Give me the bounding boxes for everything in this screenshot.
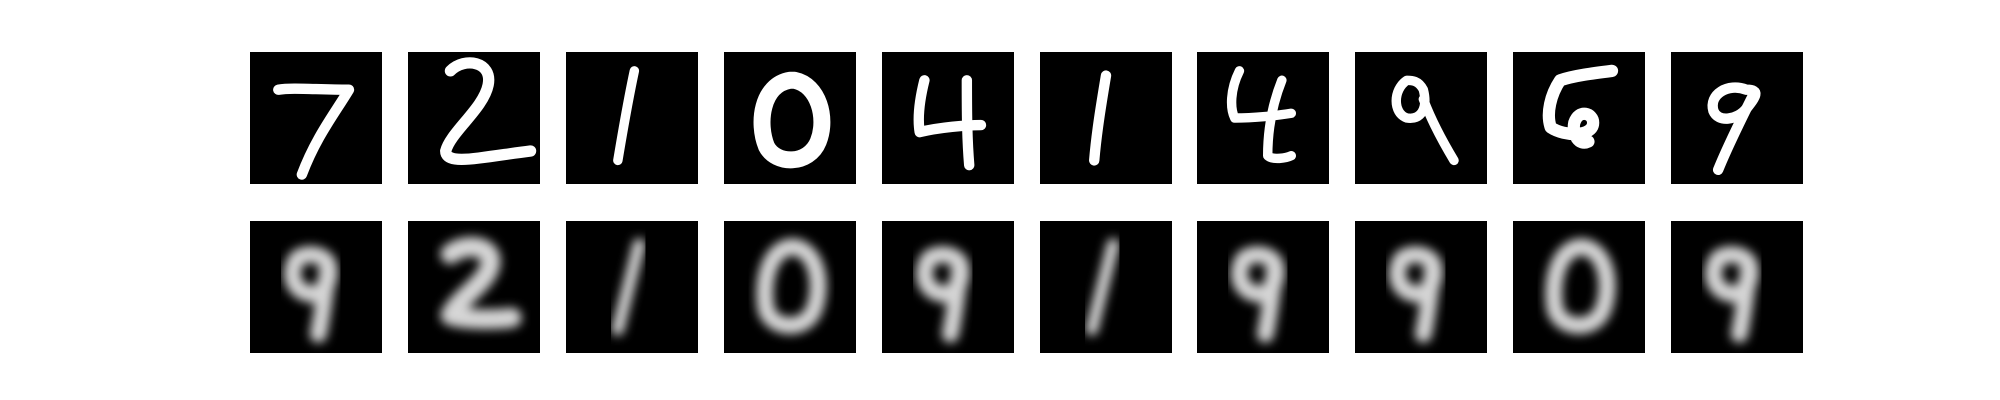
original-digit-7-tile [250, 52, 382, 184]
digit-9-stroke-2 [941, 259, 969, 343]
digit-9-stroke-2 [1730, 259, 1758, 343]
digit-1-image [613, 66, 640, 166]
reconstructed-digit-9-tile [882, 221, 1014, 353]
reconstructed-digit-0-tile [1513, 221, 1645, 353]
digit-2-image [440, 57, 537, 166]
digit-0-image [756, 238, 827, 334]
digit-7-image [273, 83, 355, 180]
digit-9-image [1389, 246, 1443, 343]
original-digit-5-tile [1513, 52, 1645, 184]
digit-4-stroke-2 [1263, 75, 1296, 164]
digit-2-stroke-1 [440, 236, 522, 330]
reconstructed-digit-9-tile [1355, 221, 1487, 353]
digit-9-stroke-2 [1712, 89, 1759, 176]
digit-9-stroke-2 [1418, 94, 1459, 166]
digit-1-stroke-1 [613, 66, 640, 166]
reconstructed-digit-9-tile [1197, 221, 1329, 353]
digit-5-image [1542, 64, 1619, 149]
reconstructed-digit-2-tile [408, 221, 540, 353]
digit-4-image [913, 75, 987, 171]
digit-9-image [1705, 246, 1759, 343]
digit-1-stroke-1 [1085, 238, 1120, 336]
digit-7-stroke-1 [273, 83, 355, 180]
original-digit-1-tile [1040, 52, 1172, 184]
original-digit-1-tile [566, 52, 698, 184]
digit-5-stroke-1 [1542, 64, 1619, 149]
digit-2-image [440, 236, 522, 330]
digit-9-image [284, 246, 338, 343]
digit-2-stroke-1 [440, 57, 537, 166]
original-digit-2-tile [408, 52, 540, 184]
digit-1-image [1089, 70, 1112, 166]
digit-4-stroke-2 [961, 75, 975, 171]
original-digit-4-tile [882, 52, 1014, 184]
digit-9-stroke-1 [1391, 75, 1430, 123]
reconstructed-digit-1-tile [566, 221, 698, 353]
digit-0-stroke-1 [756, 238, 827, 334]
reconstructed-digit-9-tile [1671, 221, 1803, 353]
reconstructed-digit-0-tile [724, 221, 856, 353]
digit-9-image [1231, 246, 1285, 343]
original-digit-9-tile [1671, 52, 1803, 184]
digit-9-image [916, 246, 970, 343]
digit-0-image [753, 71, 831, 169]
original-digit-4-tile [1197, 52, 1329, 184]
original-digit-9-tile [1355, 52, 1487, 184]
digit-4-stroke-1 [1226, 66, 1296, 123]
digit-9-stroke-2 [1414, 259, 1442, 343]
digit-4-image [1226, 66, 1296, 164]
digit-9-image [1391, 75, 1459, 166]
digit-0-image [1545, 238, 1616, 334]
original-digit-0-tile [724, 52, 856, 184]
digit-9-stroke-2 [1256, 259, 1284, 343]
digit-1-stroke-1 [1089, 70, 1112, 166]
digit-9-image [1707, 82, 1761, 176]
digit-1-image [611, 238, 646, 336]
digit-1-image [1085, 238, 1120, 336]
digit-0-stroke-1 [753, 71, 831, 169]
reconstructed-digit-1-tile [1040, 221, 1172, 353]
digit-1-stroke-1 [611, 238, 646, 336]
digit-9-stroke-2 [309, 259, 337, 343]
digit-0-stroke-1 [1545, 238, 1616, 334]
reconstructed-digit-9-tile [250, 221, 382, 353]
